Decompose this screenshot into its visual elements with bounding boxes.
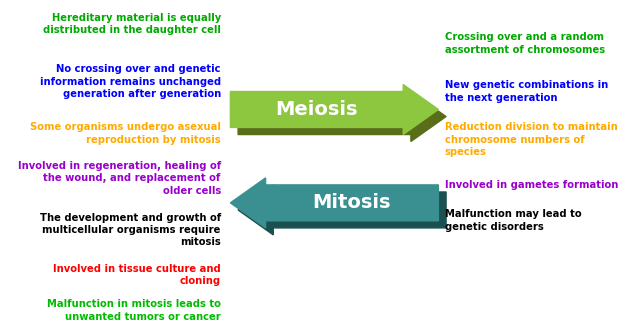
Text: Mitosis: Mitosis (313, 193, 391, 213)
Text: Reduction division to maintain
chromosome numbers of
species: Reduction division to maintain chromosom… (445, 122, 618, 157)
Text: Some organisms undergo asexual
reproduction by mitosis: Some organisms undergo asexual reproduct… (30, 122, 221, 145)
Text: Meiosis: Meiosis (276, 100, 358, 119)
Text: Malfunction in mitosis leads to
unwanted tumors or cancer: Malfunction in mitosis leads to unwanted… (47, 299, 221, 322)
Text: Malfunction may lead to
genetic disorders: Malfunction may lead to genetic disorder… (445, 209, 581, 232)
FancyArrow shape (238, 185, 446, 235)
FancyArrow shape (238, 91, 446, 142)
Text: Hereditary material is equally
distributed in the daughter cell: Hereditary material is equally distribut… (43, 13, 221, 35)
Text: Crossing over and a random
assortment of chromosomes: Crossing over and a random assortment of… (445, 32, 605, 55)
Text: Involved in tissue culture and
cloning: Involved in tissue culture and cloning (53, 264, 221, 287)
Text: Involved in gametes formation: Involved in gametes formation (445, 180, 618, 190)
Text: No crossing over and genetic
information remains unchanged
generation after gene: No crossing over and genetic information… (40, 64, 221, 99)
FancyArrow shape (230, 84, 438, 135)
Text: New genetic combinations in
the next generation: New genetic combinations in the next gen… (445, 80, 608, 103)
Text: The development and growth of
multicellular organisms require
mitosis: The development and growth of multicellu… (40, 213, 221, 247)
Text: Involved in regeneration, healing of
the wound, and replacement of
older cells: Involved in regeneration, healing of the… (17, 161, 221, 196)
FancyArrow shape (230, 178, 438, 228)
